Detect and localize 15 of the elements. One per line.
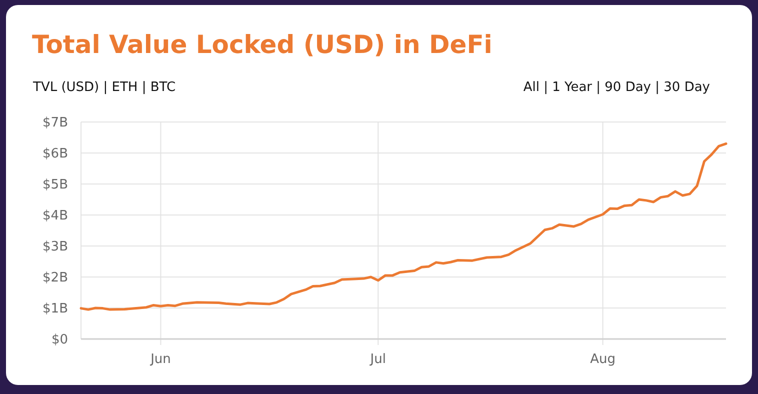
y-tick-label: $3B — [42, 240, 68, 255]
text: All | 1 Year | 90 Day | 30 Day — [523, 80, 710, 95]
y-tick-label: $4B — [42, 208, 68, 224]
y-tick-label: $6B — [42, 146, 68, 162]
x-tick-label: Jun — [150, 352, 171, 367]
x-tick-label: Aug — [590, 352, 616, 367]
y-tick-label: $0 — [51, 332, 68, 348]
line-series — [80, 142, 728, 311]
chart-title: Total Value Locked (USD) in DeFi — [32, 30, 492, 59]
y-tick-label: $7B — [42, 116, 68, 131]
x-tick-label: Jul — [369, 352, 386, 367]
y-tick-label: $5B — [42, 178, 68, 193]
y-tick-label: $2B — [42, 270, 68, 286]
y-tick-label: $1B — [42, 302, 68, 317]
text: TVL (USD) | ETH | BTC — [32, 80, 176, 95]
